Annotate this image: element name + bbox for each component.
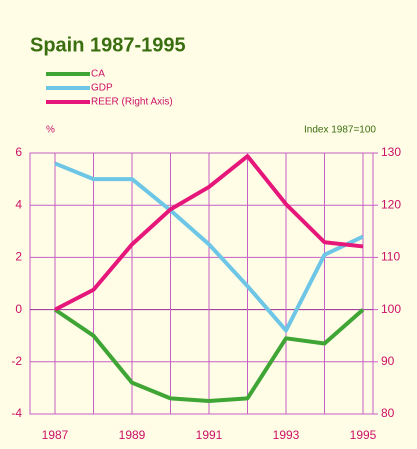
legend-label: CA — [91, 69, 105, 80]
y-tick-label: -2 — [11, 354, 22, 368]
y-axis-label: % — [46, 125, 55, 136]
y2-tick-label: 80 — [381, 406, 395, 420]
x-tick-label: 1989 — [119, 428, 146, 442]
legend-label: GDP — [91, 83, 113, 94]
y2-tick-label: 120 — [381, 197, 401, 211]
y2-axis-label: Index 1987=100 — [304, 125, 376, 136]
y-tick-label: 4 — [15, 197, 22, 211]
y2-tick-label: 130 — [381, 145, 401, 159]
chart-title: Spain 1987-1995 — [30, 34, 186, 56]
data-line — [54, 161, 364, 333]
legend-label: REER (Right Axis) — [91, 97, 173, 108]
y-tick-label: 2 — [15, 250, 22, 264]
y2-tick-label: 100 — [381, 302, 401, 316]
y-tick-label: 6 — [15, 145, 22, 159]
y-tick-label: 0 — [15, 302, 22, 316]
y2-tick-label: 90 — [381, 354, 395, 368]
y-tick-label: -4 — [11, 406, 22, 420]
x-tick-label: 1987 — [42, 428, 69, 442]
x-tick-label: 1995 — [350, 428, 377, 442]
x-tick-label: 1993 — [273, 428, 300, 442]
x-tick-label: 1991 — [196, 428, 223, 442]
data-line — [53, 307, 365, 403]
data-line — [54, 154, 364, 312]
y2-tick-label: 110 — [381, 250, 400, 264]
